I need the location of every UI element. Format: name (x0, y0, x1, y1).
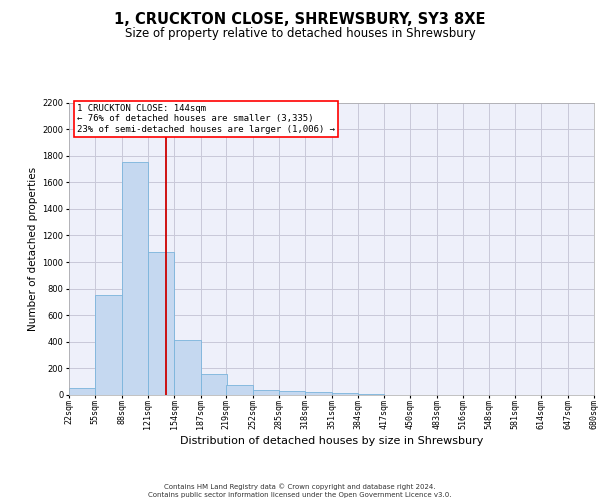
Bar (69, 388, 95, 395)
Text: 1 CRUCKTON CLOSE: 144sqm
← 76% of detached houses are smaller (3,335)
23% of sem: 1 CRUCKTON CLOSE: 144sqm ← 76% of detach… (77, 104, 335, 134)
Bar (175, 340, 200, 395)
Text: Contains HM Land Registry data © Crown copyright and database right 2024.
Contai: Contains HM Land Registry data © Crown c… (148, 484, 452, 498)
Text: Size of property relative to detached houses in Shrewsbury: Size of property relative to detached ho… (125, 28, 475, 40)
Y-axis label: Number of detached properties: Number of detached properties (28, 166, 38, 331)
Bar (331, 393, 358, 395)
Bar (122, 162, 148, 395)
Bar (200, 374, 227, 395)
Bar (226, 385, 253, 395)
Bar (305, 392, 331, 395)
X-axis label: Distribution of detached houses by size in Shrewsbury: Distribution of detached houses by size … (180, 436, 483, 446)
Text: 1, CRUCKTON CLOSE, SHREWSBURY, SY3 8XE: 1, CRUCKTON CLOSE, SHREWSBURY, SY3 8XE (114, 12, 486, 28)
Bar (253, 390, 279, 395)
Bar (358, 394, 384, 395)
Bar (279, 391, 305, 395)
Bar (95, 296, 122, 395)
Bar (148, 252, 175, 395)
